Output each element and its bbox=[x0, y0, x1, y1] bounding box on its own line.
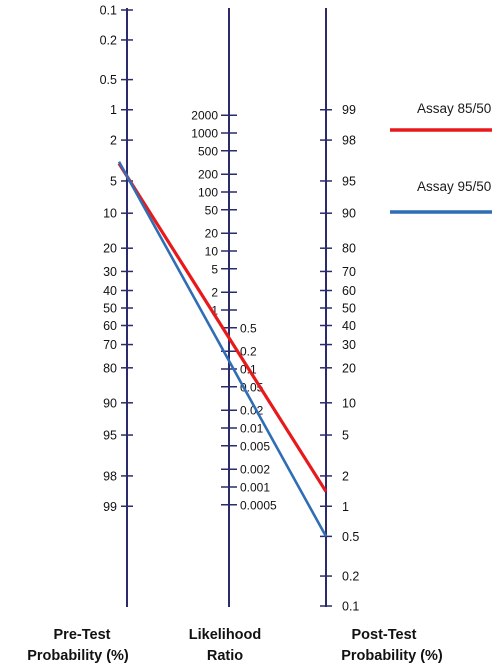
likelihood-ratio-tick-label: 0.5 bbox=[240, 321, 257, 335]
pre-test-ticks: 0.1 0.2 0.5 1 2 5 10 20 30 40 50 60 70 80 90 95 98 99 bbox=[100, 4, 133, 514]
post-test-title-line2: Probability (%) bbox=[341, 648, 443, 664]
pre-test-tick-label: 2 bbox=[110, 134, 117, 148]
likelihood-ratio-tick-label: 0.0005 bbox=[240, 498, 277, 512]
pre-test-tick-label: 5 bbox=[110, 174, 117, 188]
legend: Assay 85/50 Assay 95/50 bbox=[390, 101, 492, 214]
likelihood-ratio-tick-label: 20 bbox=[205, 227, 219, 241]
pre-test-tick-label: 50 bbox=[103, 302, 117, 316]
post-test-tick-label: 1 bbox=[342, 500, 349, 514]
post-test-tick-label: 99 bbox=[342, 103, 356, 117]
post-test-tick-label: 98 bbox=[342, 134, 356, 148]
pre-test-tick-label: 0.2 bbox=[100, 33, 117, 47]
pre-test-title-line1: Pre-Test bbox=[54, 627, 111, 643]
likelihood-ratio-tick-label: 2000 bbox=[191, 109, 218, 123]
post-test-tick-label: 60 bbox=[342, 284, 356, 298]
assay-line bbox=[117, 162, 328, 493]
post-test-tick-label: 70 bbox=[342, 265, 356, 279]
likelihood-ratio-tick-label: 0.01 bbox=[240, 422, 264, 436]
pre-test-tick-label: 1 bbox=[110, 103, 117, 117]
likelihood-ratio-tick-label: 100 bbox=[198, 186, 218, 200]
likelihood-ratio-tick-label: 5 bbox=[211, 262, 218, 276]
pre-test-tick-label: 0.1 bbox=[100, 4, 117, 18]
likelihood-ratio-tick-label: 200 bbox=[198, 168, 218, 182]
pre-test-tick-label: 98 bbox=[103, 469, 117, 483]
pre-test-tick-label: 0.5 bbox=[100, 73, 117, 87]
pre-test-tick-label: 95 bbox=[103, 429, 117, 443]
pre-test-tick-label: 80 bbox=[103, 361, 117, 375]
assay-lines bbox=[117, 161, 328, 538]
likelihood-ratio-tick-label: 50 bbox=[205, 203, 219, 217]
post-test-tick-label: 5 bbox=[342, 429, 349, 443]
likelihood-ratio-title-line2: Ratio bbox=[207, 648, 243, 664]
post-test-tick-label: 0.1 bbox=[342, 600, 359, 614]
legend-label: Assay 85/50 bbox=[417, 101, 491, 116]
post-test-tick-label: 30 bbox=[342, 338, 356, 352]
post-test-tick-label: 0.5 bbox=[342, 530, 359, 544]
likelihood-ratio-ticks: 200010005002001005020105210.50.20.10.050… bbox=[191, 109, 277, 513]
likelihood-ratio-tick-label: 0.005 bbox=[240, 439, 270, 453]
likelihood-ratio-tick-label: 0.2 bbox=[240, 345, 257, 359]
pre-test-tick-label: 99 bbox=[103, 500, 117, 514]
likelihood-ratio-tick-label: 1 bbox=[211, 304, 218, 318]
pre-test-tick-label: 60 bbox=[103, 319, 117, 333]
pre-test-tick-label: 20 bbox=[103, 242, 117, 256]
pre-test-title-line2: Probability (%) bbox=[27, 648, 129, 664]
likelihood-ratio-tick-label: 500 bbox=[198, 144, 218, 158]
likelihood-ratio-tick-label: 0.001 bbox=[240, 481, 270, 495]
post-test-tick-label: 90 bbox=[342, 207, 356, 221]
post-test-tick-label: 95 bbox=[342, 174, 356, 188]
likelihood-ratio-tick-label: 10 bbox=[205, 245, 219, 259]
post-test-ticks: 99 98 95 90 80 70 60 50 40 30 20 10 5 2 1 0.5 0.2 0.1 bbox=[320, 103, 359, 614]
pre-test-tick-label: 90 bbox=[103, 396, 117, 410]
axis-titles: Pre-Test Probability (%) Likelihood Rati… bbox=[27, 627, 443, 664]
post-test-tick-label: 20 bbox=[342, 361, 356, 375]
likelihood-ratio-tick-label: 0.002 bbox=[240, 463, 270, 477]
pre-test-tick-label: 40 bbox=[103, 284, 117, 298]
likelihood-ratio-tick-label: 2 bbox=[211, 286, 218, 300]
post-test-title-line1: Post-Test bbox=[352, 627, 417, 643]
post-test-tick-label: 0.2 bbox=[342, 570, 359, 584]
legend-label: Assay 95/50 bbox=[417, 179, 491, 194]
post-test-tick-label: 50 bbox=[342, 302, 356, 316]
post-test-tick-label: 10 bbox=[342, 396, 356, 410]
post-test-tick-label: 40 bbox=[342, 319, 356, 333]
assay-line bbox=[117, 161, 328, 538]
pre-test-tick-label: 30 bbox=[103, 265, 117, 279]
pre-test-tick-label: 10 bbox=[103, 207, 117, 221]
post-test-tick-label: 2 bbox=[342, 469, 349, 483]
post-test-tick-label: 80 bbox=[342, 242, 356, 256]
likelihood-ratio-tick-label: 1000 bbox=[191, 127, 218, 141]
likelihood-ratio-title-line1: Likelihood bbox=[189, 627, 262, 643]
pre-test-tick-label: 70 bbox=[103, 338, 117, 352]
